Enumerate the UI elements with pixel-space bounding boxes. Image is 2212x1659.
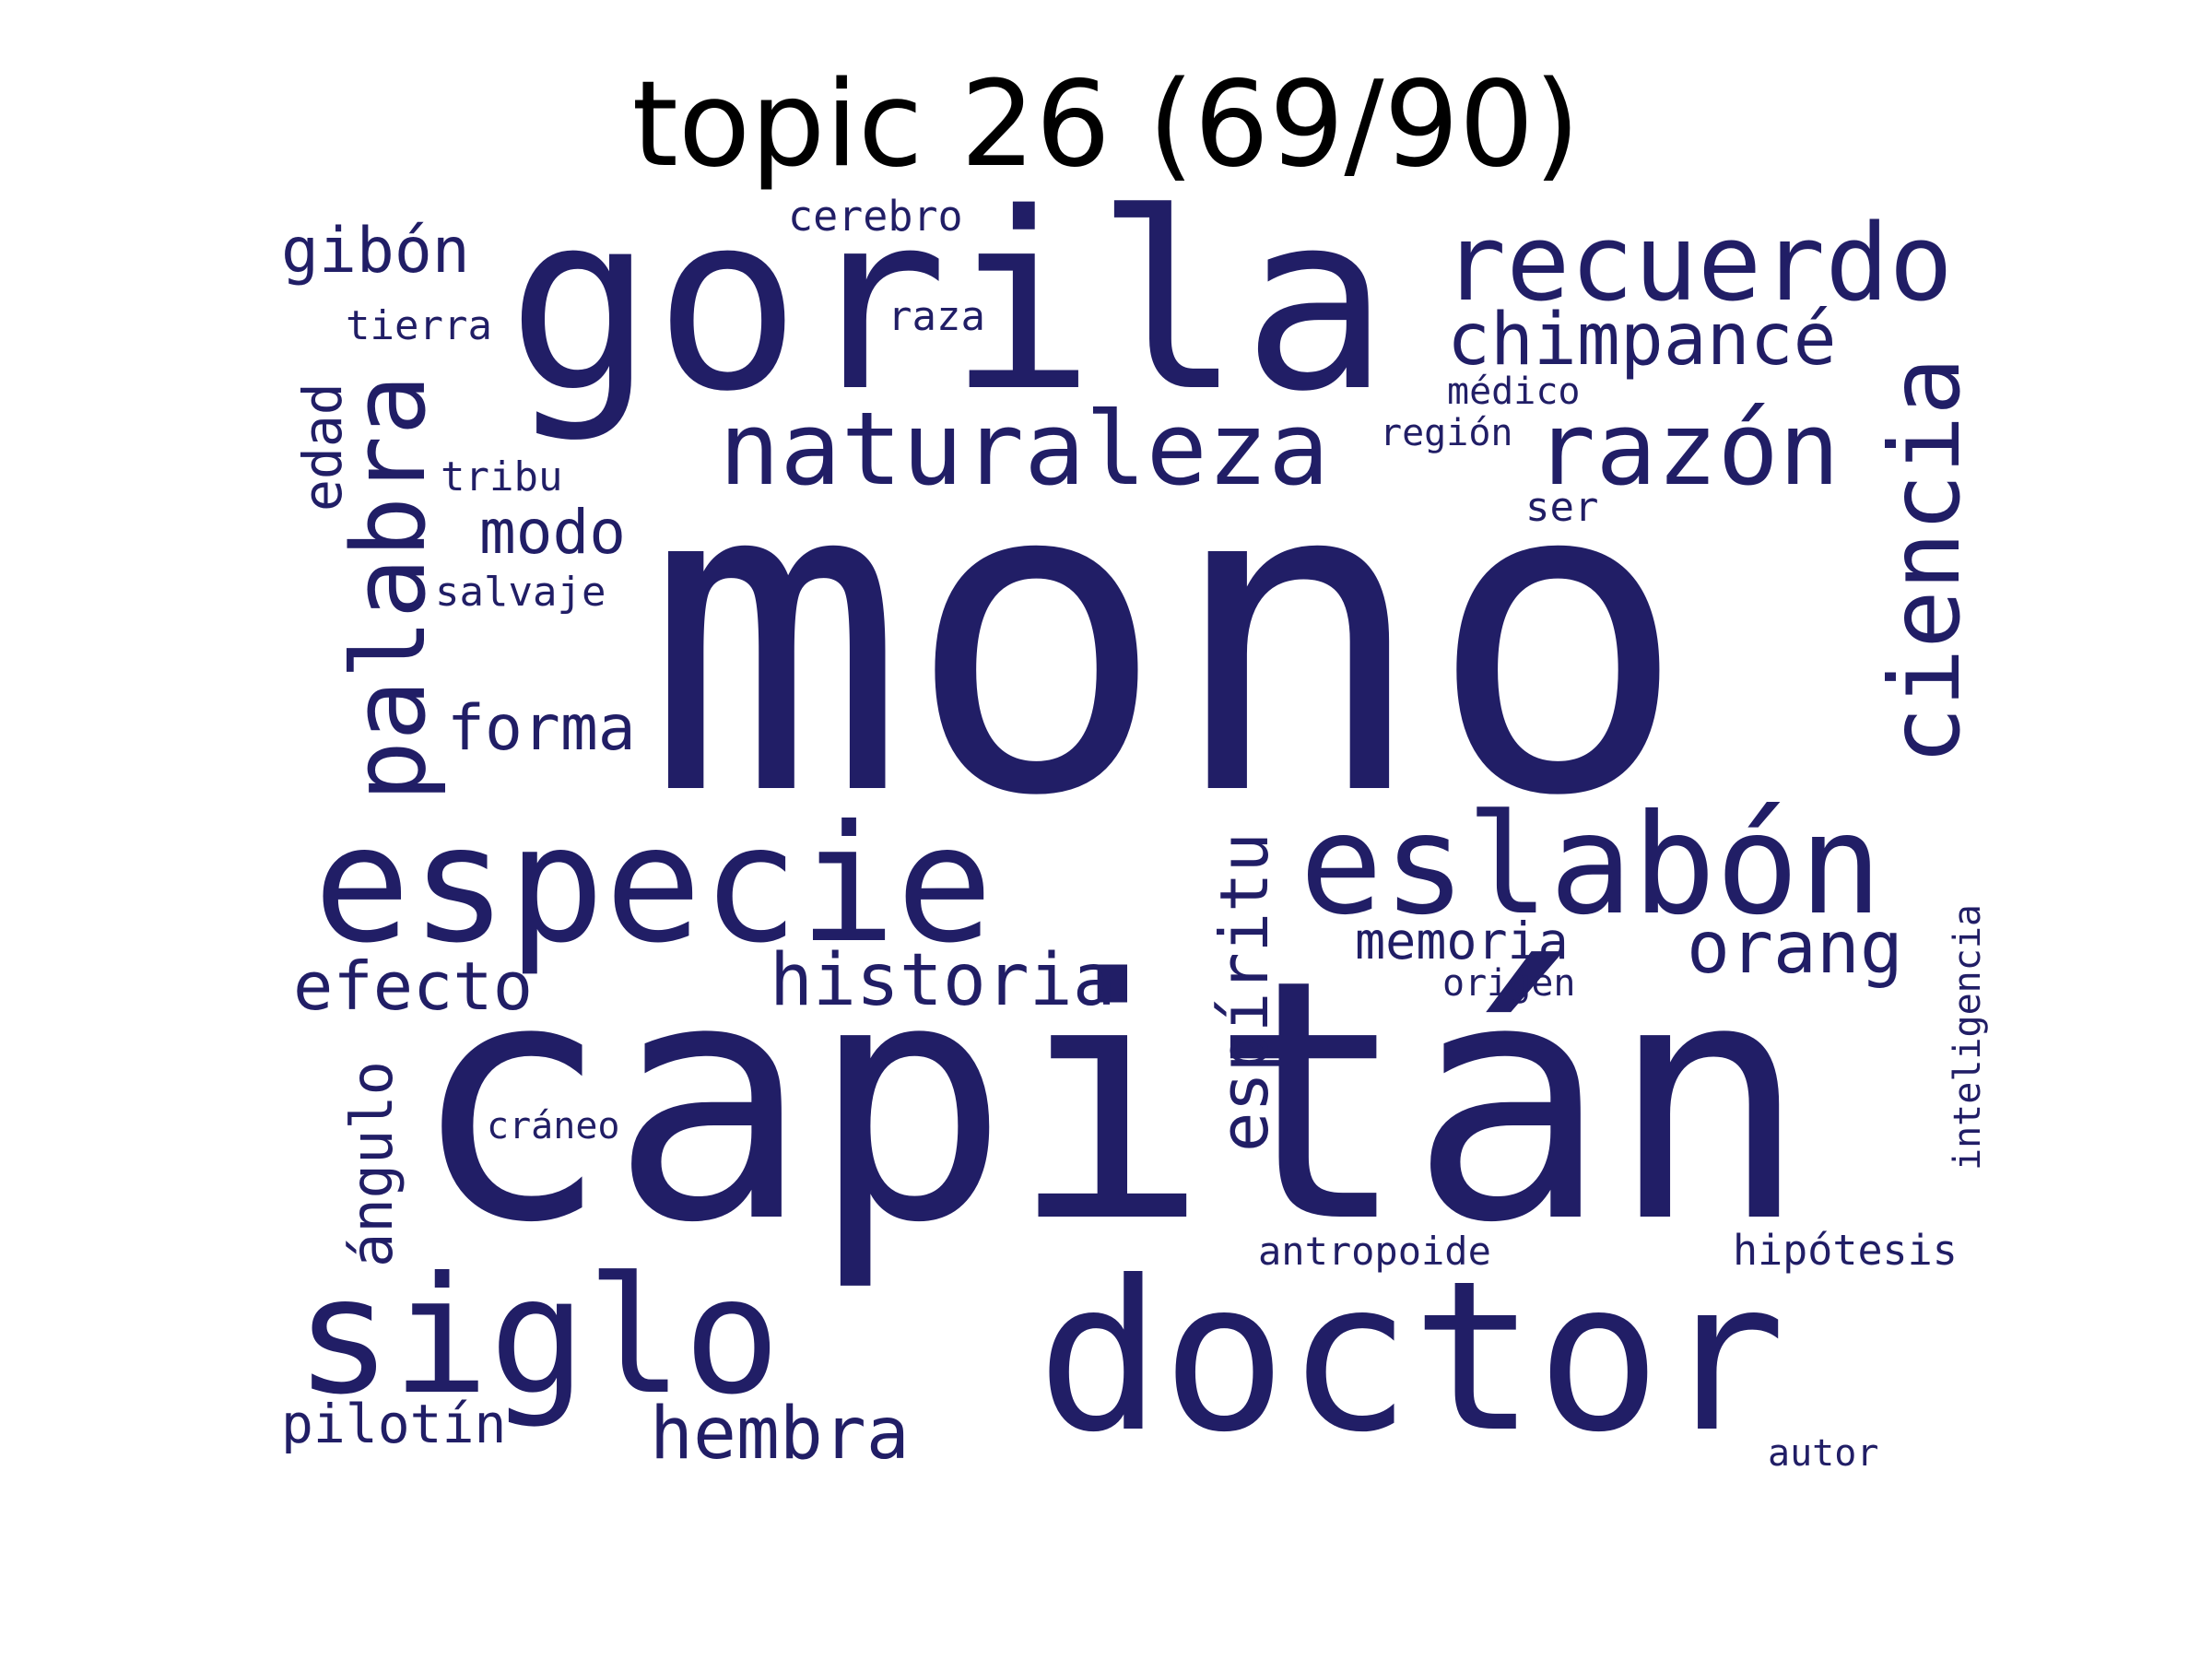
word-cerebro: cerebro [788,192,963,241]
word-mono: mono [645,386,1688,890]
word-gorila: gorila [507,161,1389,445]
word-especie: especie [313,792,994,979]
word-edad: edad [291,382,354,512]
word-chimpance: chimpancé [1447,299,1837,382]
word-doctor: doctor [1037,1237,1786,1478]
word-angulo: ángulo [338,1061,406,1267]
word-ciencia: ciencia [1869,357,1982,765]
word-origen: origen [1442,962,1576,1005]
word-siglo: siglo [295,1243,781,1430]
word-antropoide: antropoide [1258,1229,1491,1274]
word-salvaje: salvaje [435,569,606,616]
word-eslabon: eslabón [1300,785,1882,946]
word-forma: forma [447,692,636,765]
word-region: región [1380,412,1513,454]
word-hipotesis: hipótesis [1733,1226,1958,1275]
word-palabra: palabra [330,374,448,802]
word-memoria: memoria [1355,912,1569,971]
word-inteligencia: inteligencia [1947,904,1989,1171]
word-pilotin: pilotín [281,1393,506,1455]
word-craneo: cráneo [487,1105,620,1147]
word-naturaleza: naturaleza [719,390,1329,508]
word-recuerdo: recuerdo [1442,202,1953,325]
word-capitan: capitán [410,909,1808,1295]
word-efecto: efecto [293,947,533,1025]
word-razon: razón [1535,390,1840,508]
word-orang: orang [1687,907,1903,990]
word-tribu: tribu [441,453,562,500]
word-medico: médico [1447,371,1581,413]
word-hembra: hembra [650,1393,910,1476]
word-modo: modo [479,497,626,568]
word-espiritu: espíritu [1206,832,1283,1152]
word-ser: ser [1525,484,1598,531]
word-gibon: gibón [281,215,470,288]
word-historia: historia [770,939,1116,1022]
word-raza: raza [888,293,985,340]
figure-title: topic 26 (69/90) [631,56,1581,194]
word-autor: autor [1768,1432,1878,1475]
word-tierra: tierra [346,302,492,349]
